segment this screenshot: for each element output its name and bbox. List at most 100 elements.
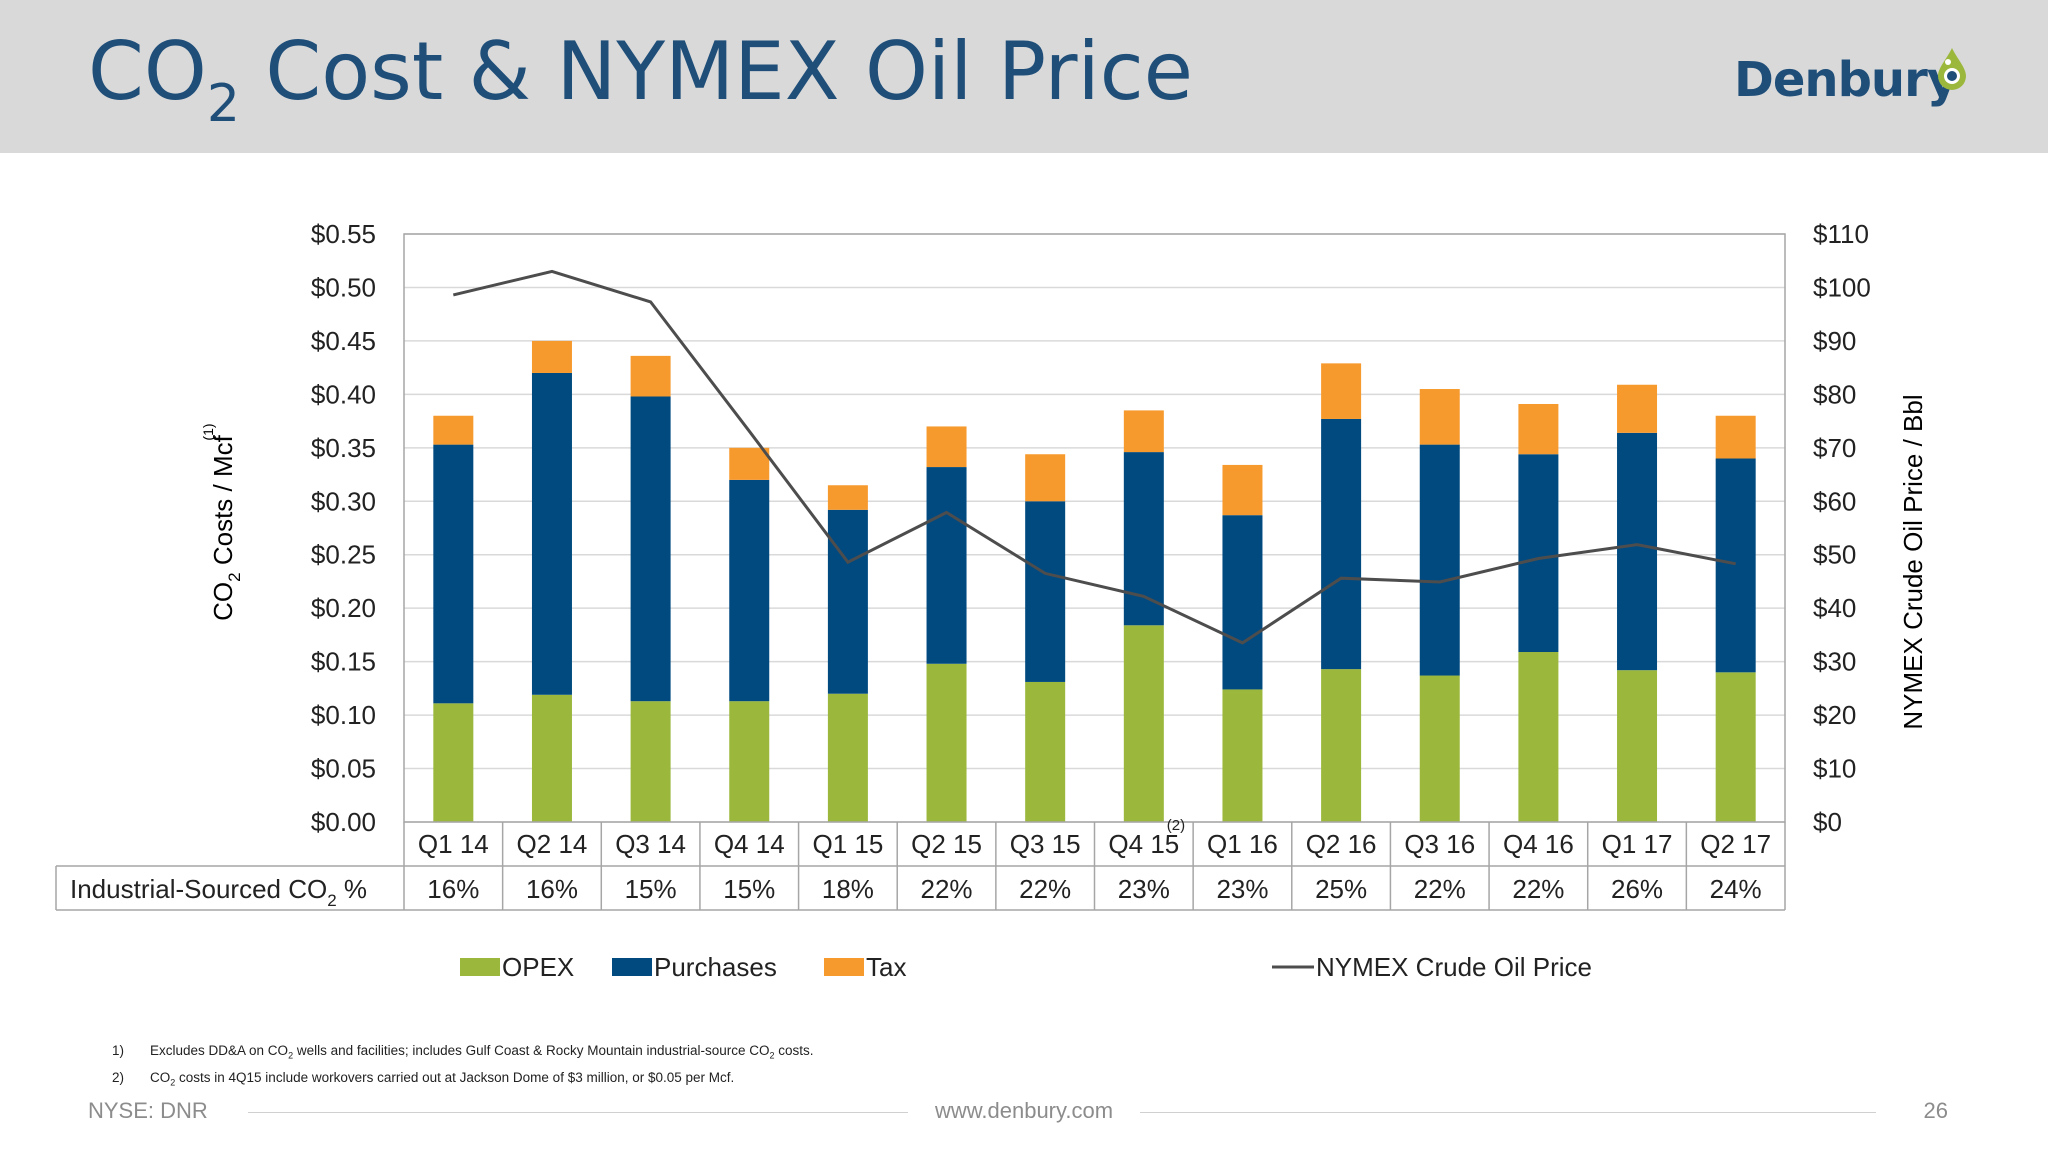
legend-purchases-swatch <box>612 958 652 976</box>
right-axis-tick: $80 <box>1813 379 1856 409</box>
table-value: 26% <box>1611 874 1663 904</box>
logo-text: Denbury <box>1734 52 1958 108</box>
left-axis-tick: $0.25 <box>311 540 376 570</box>
category-label: Q3 16 <box>1404 829 1475 859</box>
bar-opex <box>729 701 770 822</box>
oil-drop-icon <box>1938 48 1966 90</box>
bar-tax <box>630 355 671 397</box>
left-axis-tick: $0.35 <box>311 433 376 463</box>
right-axis-tick: $70 <box>1813 433 1856 463</box>
bar-tax <box>531 340 572 373</box>
right-axis-tick: $30 <box>1813 647 1856 677</box>
legend-nymex-label: NYMEX Crude Oil Price <box>1316 952 1592 982</box>
table-value: 22% <box>1019 874 1071 904</box>
bar-opex <box>926 663 967 822</box>
bar-opex <box>1123 625 1164 822</box>
legend-tax-label: Tax <box>866 952 906 982</box>
category-label: Q4 16 <box>1503 829 1574 859</box>
bar-tax <box>1715 415 1756 459</box>
legend-opex-swatch <box>460 958 500 976</box>
bar-opex <box>433 703 474 822</box>
bar-purchases <box>926 467 967 664</box>
category-label: Q2 14 <box>517 829 588 859</box>
category-label: Q2 17 <box>1700 829 1771 859</box>
table-value: 16% <box>526 874 578 904</box>
bar-opex <box>1025 681 1066 822</box>
denbury-logo: Denbury <box>1734 46 1974 118</box>
left-axis-label: CO2 Costs / Mcf <box>208 434 244 620</box>
table-value: 22% <box>921 874 973 904</box>
category-label: Q1 14 <box>418 829 489 859</box>
category-label: Q1 15 <box>812 829 883 859</box>
legend-purchases-label: Purchases <box>654 952 777 982</box>
bar-tax <box>433 415 474 445</box>
bar-tax <box>1222 464 1263 516</box>
left-axis-footnote-marker: (1) <box>200 423 216 440</box>
table-value: 23% <box>1216 874 1268 904</box>
bar-purchases <box>630 396 671 702</box>
left-axis-tick: $0.05 <box>311 754 376 784</box>
category-label: Q4 15 <box>1108 829 1179 859</box>
right-axis-tick: $50 <box>1813 540 1856 570</box>
footnotes: 1) Excludes DD&A on CO2 wells and facili… <box>112 1040 814 1093</box>
bar-opex <box>1222 689 1263 822</box>
bar-purchases <box>827 509 868 694</box>
bar-purchases <box>1617 432 1658 671</box>
right-axis-tick: $20 <box>1813 700 1856 730</box>
left-axis-tick: $0.50 <box>311 272 376 302</box>
bar-opex <box>827 693 868 822</box>
table-value: 24% <box>1710 874 1762 904</box>
right-axis-tick: $10 <box>1813 754 1856 784</box>
bar-purchases <box>1025 501 1066 682</box>
bar-opex <box>630 701 671 822</box>
bar-purchases <box>1419 444 1460 676</box>
bar-opex <box>1617 670 1658 822</box>
bar-tax <box>1025 454 1066 502</box>
category-label: Q1 17 <box>1602 829 1673 859</box>
page-number: 26 <box>1923 1098 1948 1123</box>
bar-tax <box>1123 410 1164 453</box>
header-band <box>0 0 2048 153</box>
bar-tax <box>926 426 967 468</box>
page-title: CO2 Cost & NYMEX Oil Price <box>88 25 1193 134</box>
footer-rule-right <box>1140 1112 1876 1113</box>
bar-tax <box>1419 389 1460 445</box>
table-value: 15% <box>723 874 775 904</box>
bar-purchases <box>1123 452 1164 626</box>
left-axis-tick: $0.55 <box>311 219 376 249</box>
bar-purchases <box>729 479 770 702</box>
legend-tax-swatch <box>824 958 864 976</box>
bar-opex <box>1715 672 1756 822</box>
bar-tax <box>1518 403 1559 455</box>
category-label: Q2 15 <box>911 829 982 859</box>
category-label: Q3 14 <box>615 829 686 859</box>
bar-purchases <box>531 372 572 695</box>
left-axis-tick: $0.10 <box>311 700 376 730</box>
right-axis-tick: $40 <box>1813 593 1856 623</box>
left-axis-tick: $0.15 <box>311 647 376 677</box>
bar-tax <box>1321 363 1362 419</box>
category-label: Q3 15 <box>1010 829 1081 859</box>
bar-opex <box>1419 675 1460 822</box>
bar-purchases <box>1518 454 1559 653</box>
bar-tax <box>1617 384 1658 433</box>
footer-website[interactable]: www.denbury.com <box>934 1098 1114 1123</box>
left-axis-tick: $0.00 <box>311 807 376 837</box>
bar-purchases <box>1715 458 1756 673</box>
left-axis-tick: $0.20 <box>311 593 376 623</box>
left-axis-tick: $0.45 <box>311 326 376 356</box>
right-axis-tick: $110 <box>1813 219 1869 249</box>
table-value: 18% <box>822 874 874 904</box>
right-axis-tick: $0 <box>1813 807 1842 837</box>
bar-opex <box>1321 669 1362 822</box>
plot-area-border <box>403 233 1786 823</box>
bar-opex <box>1518 652 1559 822</box>
right-axis-tick: $100 <box>1813 272 1871 302</box>
footer-rule-left <box>248 1112 908 1113</box>
table-value: 25% <box>1315 874 1367 904</box>
footnote-2: 2) CO2 costs in 4Q15 include workovers c… <box>112 1069 735 1088</box>
co2-cost-chart: $0.00 $0.05 $0.10 $0.15 $0.20 $0.25 $0.30 $0.35… <box>55 219 1928 982</box>
bar-opex <box>531 694 572 822</box>
bar-tax <box>729 447 770 480</box>
table-value: 22% <box>1414 874 1466 904</box>
